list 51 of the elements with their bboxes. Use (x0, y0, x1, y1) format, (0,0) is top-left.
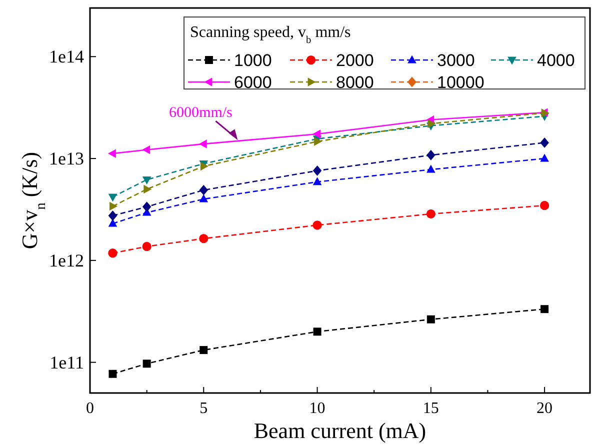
x-axis-title: Beam current (mA) (254, 418, 426, 443)
point (108, 194, 118, 202)
point (144, 184, 152, 194)
y-tick-label: 1e11 (50, 352, 84, 372)
legend-label: 6000 (234, 73, 272, 92)
point (428, 119, 436, 128)
y-tick-label: 1e14 (49, 46, 84, 67)
point (110, 202, 118, 211)
point (200, 346, 208, 354)
x-tick-label: 20 (536, 400, 553, 417)
point (540, 154, 549, 162)
point (142, 176, 152, 184)
x-tick-label: 5 (200, 400, 208, 417)
point (312, 130, 320, 138)
legend-label: 1000 (234, 51, 272, 70)
point (142, 202, 152, 212)
legend-label: 8000 (336, 73, 374, 92)
point (200, 162, 208, 171)
point (108, 149, 116, 158)
x-tick-label: 10 (309, 400, 326, 417)
point (108, 370, 117, 378)
point (540, 137, 549, 148)
point (426, 315, 435, 324)
x-tick-label: 0 (86, 400, 94, 417)
point (312, 165, 322, 176)
point (540, 305, 549, 314)
legend-label: 4000 (537, 51, 575, 70)
y-tick-label: 1e12 (49, 250, 84, 270)
point (426, 150, 436, 160)
point (198, 140, 207, 148)
legend-label: 3000 (437, 51, 475, 70)
point (199, 234, 208, 244)
y-tick-label: 1e13 (49, 148, 84, 169)
point (108, 210, 118, 221)
point (540, 200, 550, 210)
point (313, 328, 322, 336)
legend-label: 10000 (437, 73, 484, 92)
point (199, 194, 208, 202)
point (142, 242, 152, 252)
point (426, 209, 436, 218)
point (199, 184, 208, 196)
point (142, 145, 150, 154)
point (142, 360, 151, 368)
point (312, 220, 322, 230)
point (312, 177, 322, 186)
annotation: 6000mm/s (169, 105, 233, 122)
x-tick-label: 15 (422, 400, 439, 417)
point (108, 248, 118, 258)
legend-title: Scanning speed, v$_{b}$ mm/s (190, 24, 351, 46)
point (426, 164, 436, 173)
legend-label: 2000 (336, 51, 374, 70)
